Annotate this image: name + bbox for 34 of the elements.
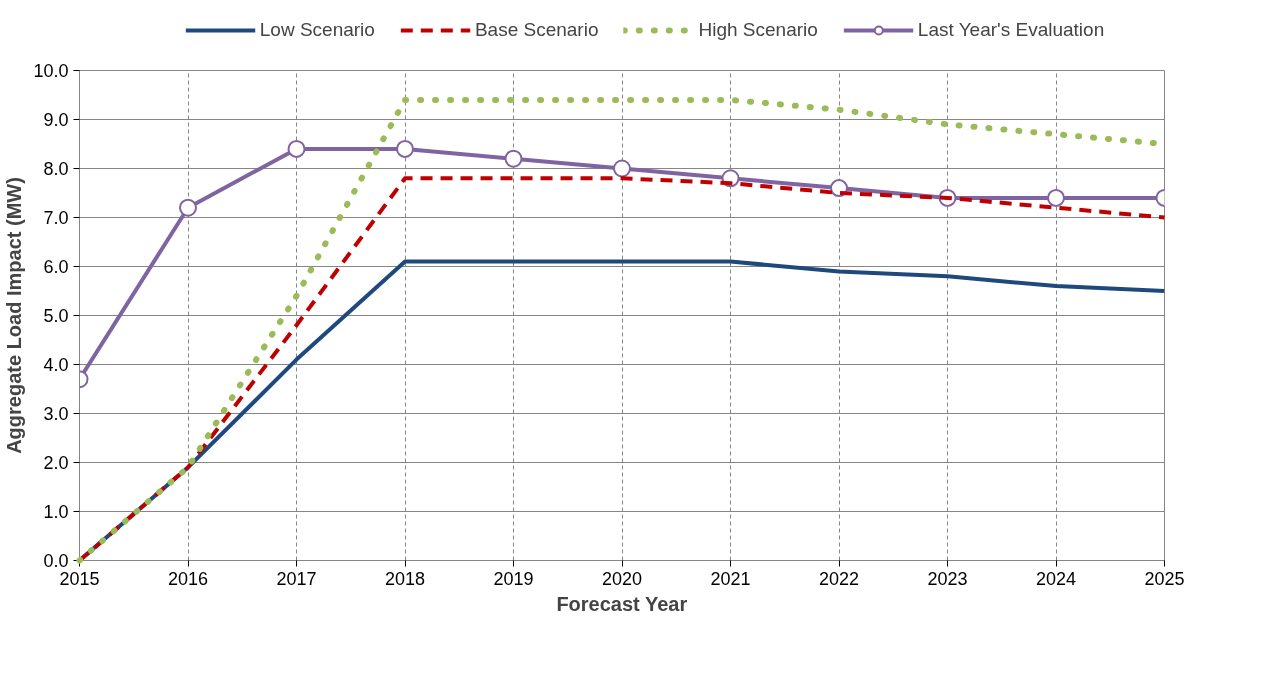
y-tick-label: 6.0 <box>43 257 69 277</box>
x-tick-label: 2021 <box>710 568 751 589</box>
x-tick-label: 2020 <box>601 568 643 589</box>
y-tick-label: 1.0 <box>43 502 69 522</box>
x-tick-label: 2024 <box>1035 568 1077 589</box>
y-tick-label: 5.0 <box>43 306 69 326</box>
x-tick-label: 2023 <box>927 568 968 589</box>
point <box>504 149 523 168</box>
point <box>613 159 631 178</box>
x-tick-label: 2016 <box>167 568 209 589</box>
legend-label: Last Year's Evaluation <box>917 19 1105 41</box>
point <box>396 139 414 158</box>
y-tick-label: 9.0 <box>43 110 69 130</box>
x-tick-label: 2015 <box>59 568 100 589</box>
y-tick-label: 7.0 <box>43 208 69 228</box>
legend-label: Base Scenario <box>474 19 599 41</box>
x-axis-title: Forecast Year <box>556 592 688 615</box>
x-tick-label: 2019 <box>493 568 534 589</box>
point <box>179 198 197 217</box>
x-tick-label: 2017 <box>276 568 317 589</box>
point <box>287 139 306 158</box>
x-tick-label: 2018 <box>384 568 426 589</box>
y-tick-label: 2.0 <box>43 453 69 473</box>
y-tick-label: 0.0 <box>43 551 69 571</box>
y-tick-label: 10.0 <box>33 61 69 81</box>
y-tick-label: 4.0 <box>43 355 69 375</box>
y-tick-label: 3.0 <box>43 404 69 424</box>
legend-label: High Scenario <box>698 19 818 41</box>
legend-label: Low Scenario <box>259 19 375 41</box>
y-tick-label: 8.0 <box>43 159 69 179</box>
y-axis-title: Aggregate Load Impact (MW) <box>3 177 26 454</box>
point <box>1047 188 1065 207</box>
x-tick-label: 2025 <box>1144 568 1185 589</box>
x-tick-label: 2022 <box>818 568 860 589</box>
